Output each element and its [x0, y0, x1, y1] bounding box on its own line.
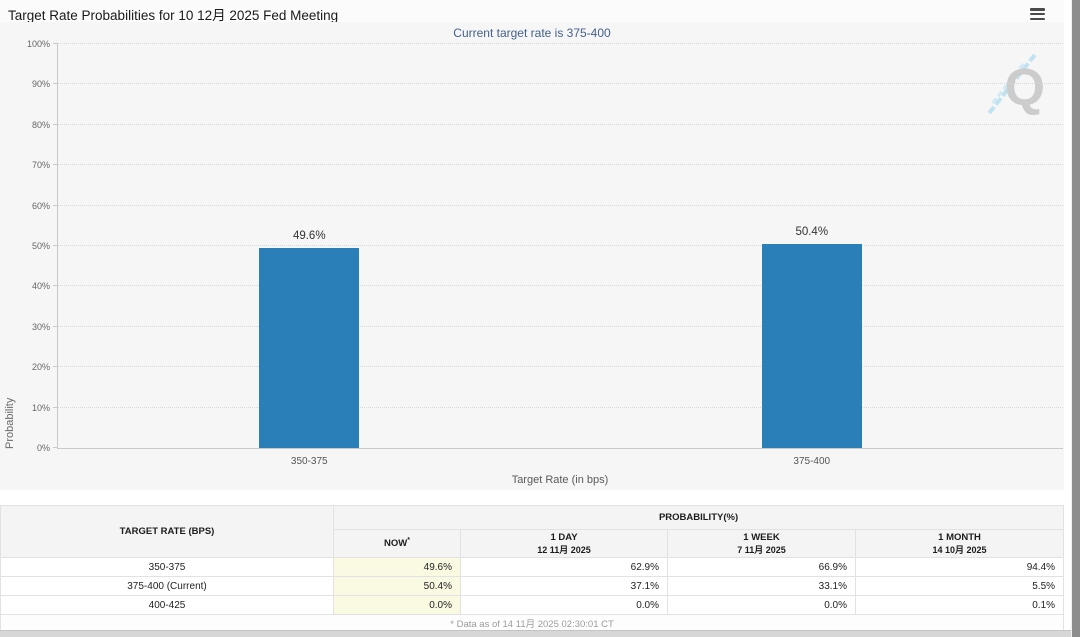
- watermark-q-letter: Q: [1004, 59, 1045, 117]
- y-axis-tick: [53, 204, 58, 206]
- y-tick-label: 90%: [31, 79, 50, 90]
- col-header-1-week: 1 WEEK 7 11月 2025: [667, 529, 856, 558]
- y-axis-title: Probability: [4, 397, 16, 449]
- probability-table-panel: TARGET RATE (BPS) PROBABILITY(%) NOW* 1 D…: [0, 505, 1065, 631]
- col-header-1-month: 1 MONTH 14 10月 2025: [854, 529, 1065, 558]
- y-axis-tick: [53, 406, 58, 408]
- y-axis-tick: [53, 245, 58, 246]
- y-axis-tick: [53, 325, 58, 327]
- table-row: 400-425 0.0% 0.0% 0.0% 0.1%: [0, 595, 1065, 615]
- probability-cell: 5.5%: [854, 576, 1065, 596]
- y-axis-tick: [53, 366, 58, 368]
- vertical-scrollbar-thumb[interactable]: [1072, 0, 1080, 637]
- probability-cell: 50.4%: [333, 576, 461, 596]
- y-axis-tick: [53, 83, 58, 85]
- y-axis-tick: [53, 164, 58, 166]
- chart-subtitle: Current target rate is 375-400: [453, 26, 611, 40]
- data-as-of-note: * Data as of 14 11月 2025 02:30:01 CT: [0, 614, 1065, 631]
- y-tick-label: 30%: [31, 321, 50, 332]
- vertical-scrollbar[interactable]: [1071, 0, 1080, 637]
- target-rate-cell: 375-400 (Current): [0, 576, 334, 596]
- gridline: [58, 245, 1063, 246]
- gridline: [58, 164, 1063, 166]
- y-tick-label: 50%: [31, 241, 50, 251]
- hamburger-icon: [1030, 8, 1045, 21]
- y-axis-tick: [53, 43, 58, 44]
- probability-cell: 94.4%: [854, 557, 1065, 577]
- probability-bar[interactable]: [761, 244, 862, 448]
- chart-menu-button[interactable]: [1027, 4, 1048, 24]
- gridline: [58, 43, 1063, 44]
- y-tick-label: 80%: [31, 119, 50, 130]
- y-tick-label: 20%: [31, 362, 50, 373]
- y-tick-label: 70%: [31, 160, 50, 171]
- table-row: 350-375 49.6% 62.9% 66.9% 94.4%: [0, 557, 1065, 577]
- bar-value-label: 49.6%: [292, 229, 326, 242]
- probability-bar[interactable]: [259, 247, 360, 448]
- horizontal-scrollbar[interactable]: [0, 630, 1071, 637]
- y-tick-label: 10%: [31, 402, 50, 413]
- y-tick-label: 0%: [36, 443, 50, 453]
- plot-area: Q 0% 10% 20% 30% 40% 50% 60% 70% 80% 90% 100% 49.6%…: [27, 39, 1063, 467]
- probability-table: TARGET RATE (BPS) PROBABILITY(%) NOW* 1 D…: [0, 505, 1065, 631]
- probability-cell: 0.0%: [460, 595, 668, 615]
- gridline: [58, 123, 1063, 125]
- y-axis-tick: [53, 447, 58, 448]
- y-tick-label: 100%: [26, 39, 50, 49]
- gridline: [58, 325, 1063, 327]
- probability-cell: 0.1%: [854, 595, 1065, 615]
- y-tick-label: 40%: [31, 281, 50, 292]
- col-header-probability: PROBABILITY(%): [332, 505, 1065, 530]
- probability-cell: 33.1%: [667, 576, 856, 596]
- col-header-1-day: 1 DAY 12 11月 2025: [460, 529, 668, 558]
- probability-cell: 37.1%: [460, 576, 668, 596]
- probability-cell: 0.0%: [667, 595, 856, 615]
- gridline: [58, 406, 1063, 408]
- x-tick-label: 350-375: [290, 456, 328, 467]
- title-bar: Target Rate Probabilities for 10 12月 202…: [0, 0, 1064, 24]
- bar-value-label: 50.4%: [795, 226, 829, 239]
- x-axis-title: Target Rate (in bps): [511, 474, 609, 486]
- chart-title: Target Rate Probabilities for 10 12月 202…: [8, 8, 339, 23]
- chart-panel: Current target rate is 375-400 Probabili…: [0, 22, 1064, 490]
- probability-cell: 62.9%: [460, 557, 668, 577]
- x-tick-label: 375-400: [793, 456, 831, 467]
- gridline: [58, 204, 1063, 206]
- probability-cell: 0.0%: [333, 595, 461, 615]
- y-tick-label: 60%: [31, 200, 50, 211]
- col-header-now: NOW*: [333, 529, 461, 558]
- gridline: [58, 83, 1063, 85]
- gridline: [58, 285, 1063, 287]
- target-rate-cell: 350-375: [0, 557, 334, 577]
- probability-cell: 66.9%: [667, 557, 856, 577]
- y-axis-tick: [53, 123, 58, 125]
- col-header-target-rate: TARGET RATE (BPS): [0, 505, 334, 558]
- quikstrike-watermark-logo: Q: [981, 52, 1045, 120]
- gridline: [58, 366, 1063, 368]
- table-row: 375-400 (Current) 50.4% 37.1% 33.1% 5.5%: [0, 576, 1065, 596]
- y-axis-tick: [53, 285, 58, 287]
- probability-cell: 49.6%: [333, 557, 461, 577]
- target-rate-cell: 400-425: [0, 595, 334, 615]
